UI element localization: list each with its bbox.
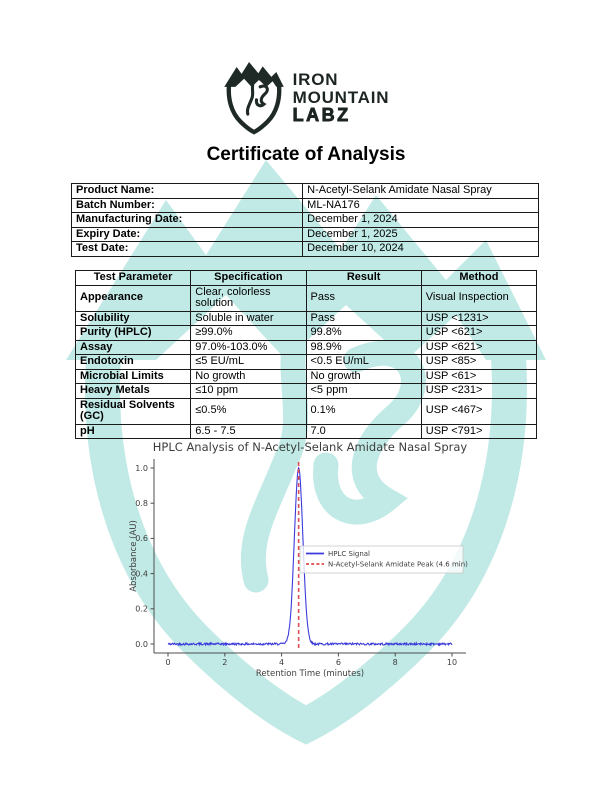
method-cell: USP <1231> (420, 310, 538, 326)
product-info-row: Product Name: N-Acetyl-Selank Amidate Nas… (70, 183, 539, 199)
result-cell: No growth (305, 368, 422, 384)
hplc-chart: HPLC Analysis of N-Acetyl-Selank Amidate… (129, 440, 468, 679)
results-row: Microbial Limits No growth No growth USP <6… (74, 368, 538, 384)
result-cell: <0.5 EU/mL (305, 354, 422, 370)
specification-cell: 97.0%-103.0% (190, 339, 307, 355)
x-tick-label: 10 (447, 658, 457, 667)
method-cell: USP <621> (420, 325, 538, 341)
legend-signal-label: HPLC Signal (328, 550, 370, 558)
legend-peak-label: N-Acetyl-Selank Amidate Peak (4.6 min) (328, 561, 468, 569)
brand-header: IRON MOUNTAIN LABZ (0, 60, 612, 136)
test-parameter-cell: Solubility (74, 310, 192, 326)
y-tick-label: 1.0 (135, 464, 148, 473)
product-info-value: ML-NA176 (302, 197, 539, 213)
method-cell: USP <467> (420, 397, 538, 425)
y-axis-label: Absorbance (AU) (129, 520, 139, 592)
product-info-table: Product Name: N-Acetyl-Selank Amidate Nas… (70, 183, 539, 257)
results-header-row: Test Parameter Specification Result Method (74, 270, 538, 286)
method-cell: USP <61> (420, 368, 538, 384)
product-info-label: Product Name: (70, 183, 304, 199)
legend-box (299, 545, 464, 574)
product-info-value: December 1, 2024 (302, 212, 539, 228)
x-tick-label: 2 (222, 658, 227, 667)
product-info-row: Manufacturing Date: December 1, 2024 (70, 212, 539, 228)
x-tick-label: 8 (393, 658, 398, 667)
specification-cell: ≥99.0% (190, 325, 307, 341)
method-cell: USP <621> (420, 339, 538, 355)
brand-line-labz: LABZ (292, 105, 351, 126)
product-info-row: Batch Number: ML-NA176 (70, 197, 539, 213)
test-parameter-cell: Appearance (74, 284, 192, 312)
results-row: Endotoxin ≤5 EU/mL <0.5 EU/mL USP <85> (74, 354, 538, 370)
y-tick-label: 0.8 (135, 499, 148, 508)
specification-cell: ≤0.5% (190, 397, 307, 425)
test-parameter-cell: Endotoxin (74, 354, 192, 370)
specification-cell: ≤10 ppm (190, 383, 307, 399)
product-info-row: Test Date: December 10, 2024 (70, 241, 539, 257)
results-header-cell: Result (305, 270, 422, 286)
results-header-cell: Test Parameter (74, 270, 192, 286)
result-cell: 98.9% (305, 339, 422, 355)
results-row: Solubility Soluble in water Pass USP <1231> (74, 310, 538, 326)
results-header-cell: Specification (190, 270, 307, 286)
y-tick-label: 0.2 (135, 605, 148, 614)
brand-line-mountain: MOUNTAIN (292, 87, 390, 107)
results-row: Assay 97.0%-103.0% 98.9% USP <621> (74, 339, 538, 355)
test-parameter-cell: Purity (HPLC) (74, 325, 192, 341)
specification-cell: Soluble in water (190, 310, 307, 326)
result-cell: Pass (305, 310, 422, 326)
results-row: Residual Solvents (GC) ≤0.5% 0.1% USP <467> (74, 397, 538, 425)
mountain-shield-logo-icon (223, 60, 285, 136)
result-cell: <5 ppm (305, 383, 422, 399)
product-info-body: Product Name: N-Acetyl-Selank Amidate Nas… (70, 183, 539, 257)
result-cell: 0.1% (305, 397, 422, 425)
test-parameter-cell: Microbial Limits (74, 368, 192, 384)
x-tick-label: 6 (336, 658, 341, 667)
product-info-label: Test Date: (70, 241, 304, 257)
product-info-value: December 1, 2025 (302, 226, 539, 242)
product-info-row: Expiry Date: December 1, 2025 (70, 226, 539, 242)
test-parameter-cell: Residual Solvents (GC) (74, 397, 192, 425)
product-info-label: Manufacturing Date: (70, 212, 304, 228)
x-tick-label: 4 (279, 658, 284, 667)
method-cell: USP <85> (420, 354, 538, 370)
product-info-value: N-Acetyl-Selank Amidate Nasal Spray (302, 183, 539, 199)
result-cell: 99.8% (305, 325, 422, 341)
specification-cell: Clear, colorless solution (190, 284, 307, 312)
product-info-label: Expiry Date: (70, 226, 304, 242)
results-row: Heavy Metals ≤10 ppm <5 ppm USP <231> (74, 383, 538, 399)
y-tick-label: 0.0 (135, 640, 148, 649)
results-table: Test Parameter Specification Result Method … (74, 270, 538, 439)
product-info-label: Batch Number: (70, 197, 304, 213)
results-body: Appearance Clear, colorless solution Pass V… (74, 284, 538, 439)
x-tick-label: 0 (165, 658, 170, 667)
page-title: Certificate of Analysis (206, 144, 406, 165)
test-parameter-cell: Heavy Metals (74, 383, 192, 399)
results-header-cell: Method (420, 270, 538, 286)
results-row: Appearance Clear, colorless solution Pass V… (74, 284, 538, 312)
result-cell: Pass (305, 284, 422, 312)
product-info-value: December 10, 2024 (302, 241, 539, 257)
test-parameter-cell: Assay (74, 339, 192, 355)
brand-line-iron: IRON (292, 70, 339, 90)
specification-cell: No growth (190, 368, 307, 384)
method-cell: USP <231> (420, 383, 538, 399)
specification-cell: ≤5 EU/mL (190, 354, 307, 370)
method-cell: Visual Inspection (420, 284, 538, 312)
results-row: Purity (HPLC) ≥99.0% 99.8% USP <621> (74, 325, 538, 341)
brand-wordmark: IRON MOUNTAIN LABZ (292, 70, 390, 126)
chart-title: HPLC Analysis of N-Acetyl-Selank Amidate… (153, 440, 468, 454)
x-axis-label: Retention Time (minutes) (256, 669, 364, 679)
